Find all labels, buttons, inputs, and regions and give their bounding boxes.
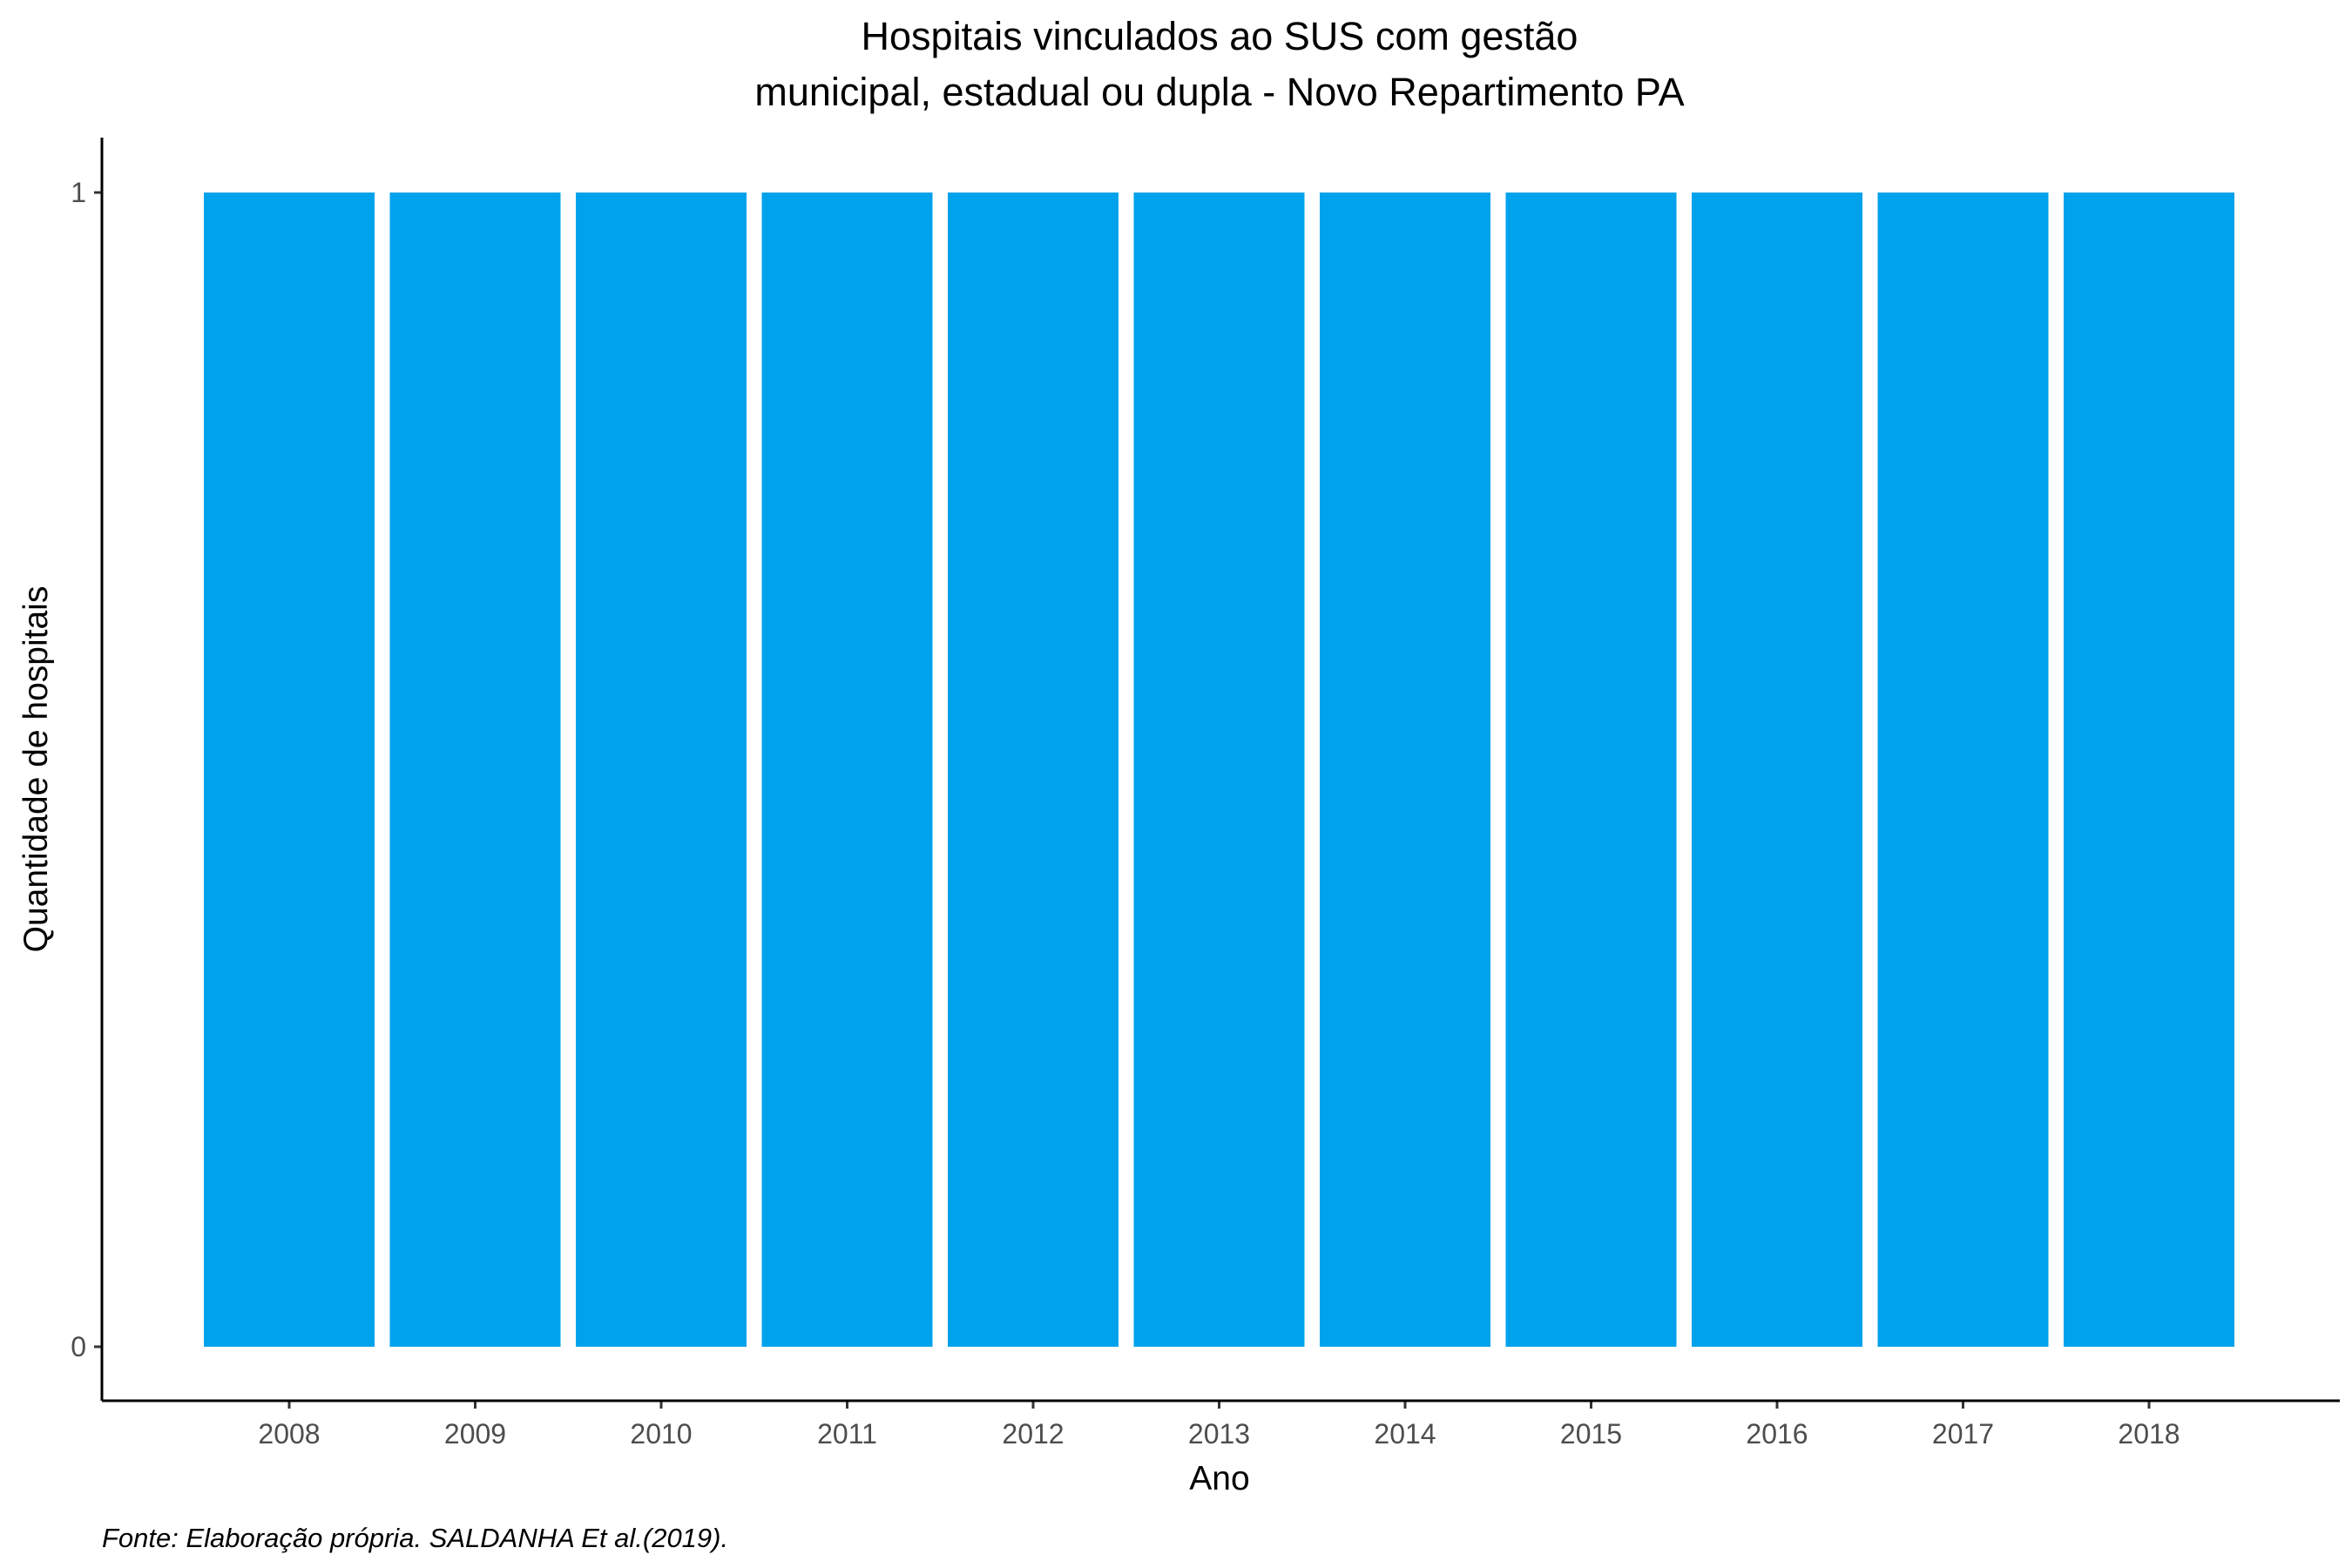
x-axis-ticks: 2008 2009 2010 2011 2012 2013 2014 2015 2016 2017… <box>258 1401 2180 1450</box>
y-tick-label-0: 0 <box>71 1331 86 1362</box>
x-tick-label-2010: 2010 <box>630 1418 692 1450</box>
bar-2012 <box>948 193 1119 1347</box>
bar-2011 <box>761 193 933 1347</box>
y-axis-title: Quantidade de hospitais <box>17 586 55 953</box>
x-tick-label-2017: 2017 <box>1932 1418 1994 1450</box>
x-tick-label-2016: 2016 <box>1746 1418 1808 1450</box>
x-tick-label-2013: 2013 <box>1188 1418 1250 1450</box>
bar-2016 <box>1692 193 1862 1347</box>
bar-2008 <box>204 193 375 1347</box>
chart-caption: Fonte: Elaboração própria. SALDANHA Et a… <box>102 1523 728 1553</box>
bar-2009 <box>389 193 561 1347</box>
x-tick-label-2018: 2018 <box>2118 1418 2180 1450</box>
bar-2014 <box>1320 193 1490 1347</box>
chart-title-line-2: municipal, estadual ou dupla - Novo Repa… <box>754 70 1684 114</box>
bars <box>204 193 2234 1347</box>
bar-2015 <box>1505 193 1677 1347</box>
chart-title-line-1: Hospitais vinculados ao SUS com gestão <box>862 14 1578 58</box>
bar-2010 <box>576 193 747 1347</box>
x-axis-title: Ano <box>1189 1460 1249 1497</box>
x-tick-label-2011: 2011 <box>817 1418 877 1450</box>
y-axis-ticks: 01 <box>71 177 102 1362</box>
x-tick-label-2015: 2015 <box>1560 1418 1622 1450</box>
chart-title: Hospitais vinculados ao SUS com gestão m… <box>754 14 1684 114</box>
x-tick-label-2008: 2008 <box>258 1418 320 1450</box>
bar-2013 <box>1133 193 1305 1347</box>
x-tick-label-2009: 2009 <box>444 1418 506 1450</box>
x-tick-label-2014: 2014 <box>1374 1418 1436 1450</box>
bar-2018 <box>2064 193 2234 1347</box>
bar-2017 <box>1877 193 2049 1347</box>
y-tick-label-1: 1 <box>71 177 86 208</box>
x-tick-label-2012: 2012 <box>1002 1418 1064 1450</box>
